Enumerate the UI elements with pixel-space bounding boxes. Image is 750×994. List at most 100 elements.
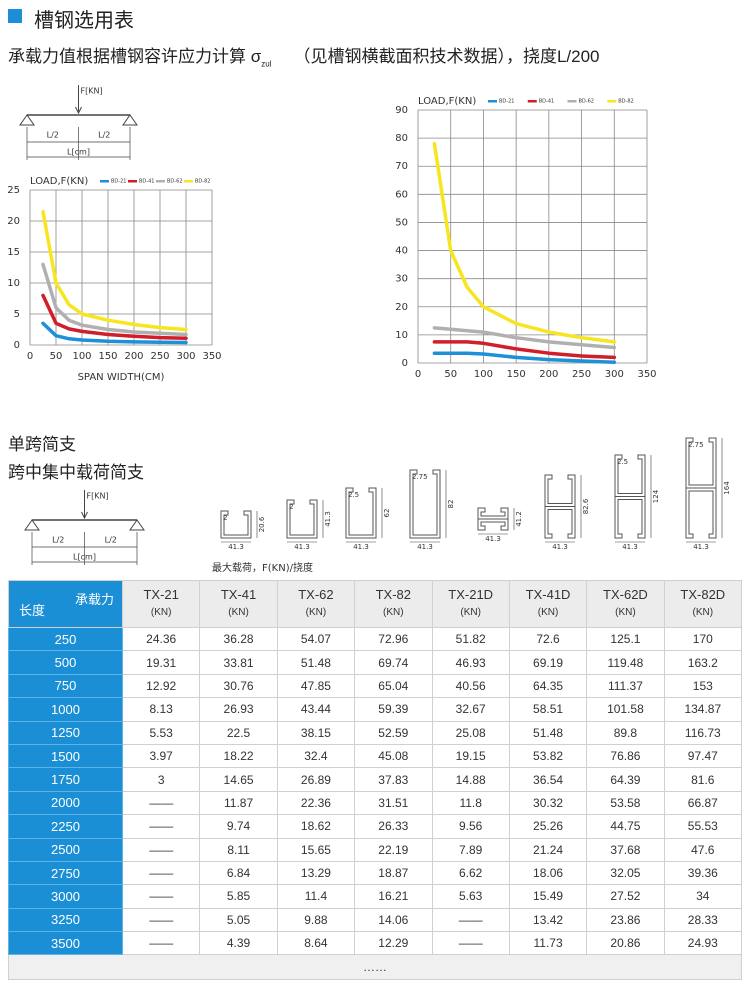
x-tick-label: 200 [539,369,558,380]
width-label: 41.3 [417,543,433,551]
x-tick-label: 0 [27,351,33,362]
row-label: 1250 [8,720,123,745]
subtitle-sub: zul [261,59,272,69]
table-cell: 22.5 [199,720,278,745]
channel-outline [286,499,318,539]
width-label: 41.3 [294,543,310,551]
table-cell: 8.13 [121,697,201,722]
table-cell: 64.39 [586,767,665,792]
table-cell: 55.53 [663,814,743,839]
support [122,114,138,126]
table-cell: 45.08 [354,743,433,769]
height-label: 41.3 [324,511,332,527]
table-cell: 64.35 [508,673,588,699]
table-row: 3000 —— 5.85 11.4 16.21 5.63 15.49 27.52 34 [8,884,743,909]
table-cell: 32.4 [276,743,356,769]
height-label: 20.6 [258,516,266,532]
table-cell: 15.65 [276,837,356,862]
thickness-label: 2.75 [412,473,428,481]
width-label: 41.3 [485,535,501,543]
table-cell: 5.85 [199,884,278,909]
column-header: TX-82 (KN) [354,580,433,628]
table-cell: —— [431,907,510,933]
series-line [41,321,188,345]
footer-row: …… [8,954,742,981]
support [129,519,145,531]
table-cell: 66.87 [663,790,743,816]
x-tick-label: 150 [507,369,526,380]
table-cell: 5.63 [431,884,510,909]
row-label: 3000 [8,884,123,909]
x-tick-label: 200 [124,351,143,362]
table-cell: 43.44 [276,697,356,722]
dimension-label: L/2 [98,131,110,140]
table-cell: 39.36 [663,860,743,886]
channel-outline [409,469,441,539]
table-row: 1000 8.13 26.93 43.44 59.39 32.67 58.51 101.58 1… [8,697,743,722]
force-label: F[KN] [81,87,103,96]
table-cell: 30.76 [199,673,278,699]
series-line [432,351,617,364]
table-cell: 28.33 [663,907,743,933]
y-tick-label: 70 [395,161,408,172]
table-cell: 27.52 [586,884,665,909]
column-name: TX-21 [143,587,179,602]
y-tick-label: 25 [7,185,20,196]
y-tick-label: 20 [395,302,408,313]
series-line [432,340,617,360]
table-cell: 153 [663,673,743,699]
table-cell: 134.87 [663,697,743,722]
series-line [432,326,617,350]
width-label: 41.3 [353,543,369,551]
column-unit: (KN) [460,607,481,618]
table-cell: 25.08 [431,720,510,745]
thickness-label: 2.75 [688,441,704,449]
column-unit: (KN) [537,607,559,618]
y-tick-label: 0 [402,358,408,369]
table-cell: 40.56 [431,673,510,699]
width-label: 41.3 [693,543,709,551]
table-cell: 58.51 [508,697,588,722]
column-header: TX-62D (KN) [586,580,665,628]
table-cell: 18.62 [276,814,356,839]
channel-outline [544,506,576,539]
height-label: 41.2 [515,511,523,527]
table-cell: 14.65 [199,767,278,792]
channel-outline [477,518,509,531]
y-tick-label: 90 [395,105,408,116]
column-name: TX-82 [375,587,412,602]
y-tick-label: 30 [395,274,408,285]
width-label: 41.3 [228,543,244,551]
table-cell: 53.82 [508,743,588,769]
column-header: TX-41D (KN) [508,580,588,628]
table-cell: —— [121,814,201,839]
y-tick-label: 10 [395,330,408,341]
x-axis-label: SPAN WIDTH(CM) [78,372,165,383]
row-label: 1000 [8,697,123,722]
corner-label: 长度 [19,603,46,618]
channel-outline [685,487,717,539]
x-tick-label: 300 [605,369,624,380]
channel-outline [345,487,377,539]
table-row: 1250 5.53 22.5 38.15 52.59 25.08 51.48 89.8 116.… [8,720,743,745]
table-row: 2000 —— 11.87 22.36 31.51 11.8 30.32 53.58 66.87 [8,790,743,816]
column-name: TX-82D [680,587,726,602]
row-label: 2500 [8,837,123,862]
support [24,519,40,531]
y-tick-label: 0 [14,340,20,351]
table-cell: 8.64 [276,931,356,956]
arrow-head [81,511,88,520]
dimension-label: L/2 [52,536,64,545]
row-label: 3500 [8,931,123,956]
corner-cell: 承载力 长度 [8,580,123,628]
table-cell: 16.21 [354,884,433,909]
table-cell: 18.87 [354,860,433,886]
table-cell: —— [121,907,201,933]
dimension-label: L/2 [47,131,59,140]
table-cell: 51.82 [431,626,510,652]
legend-swatch [527,100,537,103]
x-tick-label: 350 [202,351,221,362]
legend-label: BD-62 [579,99,594,105]
y-tick-label: 10 [7,278,20,289]
